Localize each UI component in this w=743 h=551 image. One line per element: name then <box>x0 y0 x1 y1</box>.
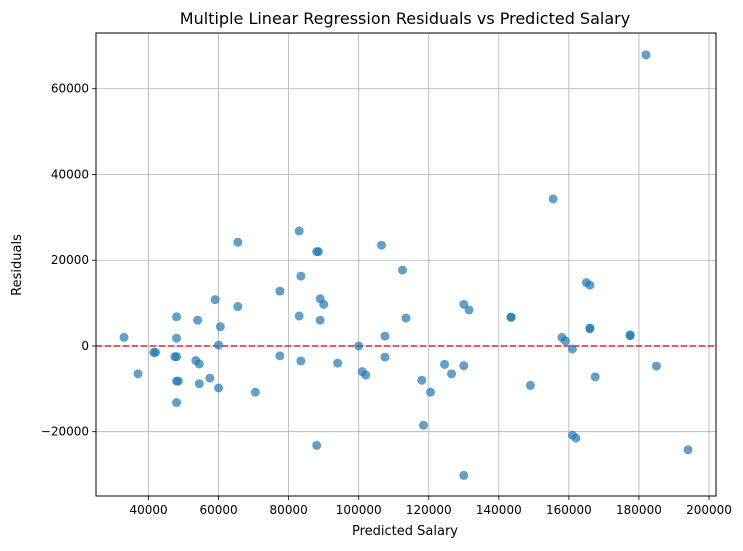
data-point <box>233 237 243 247</box>
data-point <box>294 311 304 321</box>
data-point <box>194 379 204 389</box>
data-point <box>194 359 204 369</box>
data-point <box>214 340 224 350</box>
data-point <box>585 280 595 290</box>
y-tick-label: 40000 <box>51 167 89 181</box>
data-point <box>170 352 180 362</box>
data-point <box>560 336 570 346</box>
data-point <box>440 359 450 369</box>
data-point <box>319 299 329 309</box>
data-point <box>275 351 285 361</box>
data-point <box>525 380 535 390</box>
data-point <box>585 324 595 334</box>
ticks-layer: 40000 60000 80000 100000 120000 140000 160000 1… <box>41 82 732 517</box>
data-point <box>567 344 577 354</box>
data-point <box>625 331 635 341</box>
data-point <box>333 358 343 368</box>
data-point <box>275 286 285 296</box>
data-point <box>173 376 183 386</box>
points-layer <box>119 50 693 480</box>
data-point <box>447 369 457 379</box>
data-point <box>214 383 224 393</box>
data-point <box>380 331 390 341</box>
data-point <box>548 194 558 204</box>
data-point <box>296 356 306 366</box>
y-tick-label: −20000 <box>41 425 89 439</box>
data-point <box>233 302 243 312</box>
x-tick-label: 80000 <box>270 503 308 517</box>
data-point <box>172 398 182 408</box>
data-point <box>571 433 581 443</box>
y-tick-label: 20000 <box>51 253 89 267</box>
x-tick-label: 180000 <box>616 503 662 517</box>
data-point <box>459 470 469 480</box>
data-point <box>205 373 215 383</box>
data-point <box>464 305 474 315</box>
x-tick-label: 40000 <box>129 503 167 517</box>
data-point <box>172 333 182 343</box>
x-tick-label: 140000 <box>476 503 522 517</box>
x-tick-label: 60000 <box>200 503 238 517</box>
data-point <box>133 369 143 379</box>
data-point <box>590 372 600 382</box>
data-point <box>380 352 390 362</box>
data-point <box>506 312 516 322</box>
data-point <box>215 322 225 332</box>
data-point <box>294 226 304 236</box>
data-point <box>401 313 411 323</box>
data-point <box>354 341 364 351</box>
data-point <box>296 271 306 281</box>
data-point <box>426 387 436 397</box>
data-point <box>250 387 260 397</box>
data-point <box>312 440 322 450</box>
data-point <box>151 347 161 357</box>
data-point <box>315 315 325 325</box>
data-point <box>419 420 429 430</box>
data-point <box>172 312 182 322</box>
data-point <box>210 295 220 305</box>
data-point <box>313 247 323 257</box>
data-point <box>641 50 651 60</box>
y-tick-label: 0 <box>81 339 89 353</box>
data-point <box>119 332 129 342</box>
data-point <box>683 445 693 455</box>
x-tick-label: 200000 <box>686 503 732 517</box>
data-point <box>193 315 203 325</box>
x-tick-label: 100000 <box>336 503 382 517</box>
data-point <box>376 240 386 250</box>
data-point <box>361 370 371 380</box>
data-point <box>397 265 407 275</box>
data-point <box>417 375 427 385</box>
x-tick-label: 120000 <box>406 503 452 517</box>
chart-title: Multiple Linear Regression Residuals vs … <box>180 9 630 28</box>
y-axis-label: Residuals <box>10 234 25 296</box>
x-axis-label: Predicted Salary <box>352 524 458 539</box>
data-point <box>459 361 469 371</box>
axes-frame <box>95 32 717 497</box>
y-tick-label: 60000 <box>51 82 89 96</box>
data-point <box>651 361 661 371</box>
x-tick-label: 160000 <box>546 503 592 517</box>
